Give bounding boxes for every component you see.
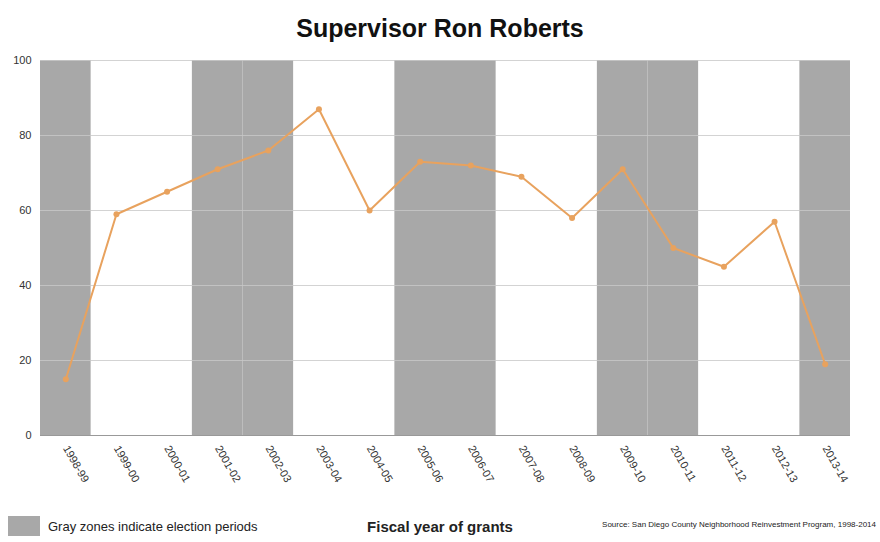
svg-text:2009-10: 2009-10 bbox=[618, 443, 649, 484]
html-text:Source: San Diego County Neigh: Source: San Diego County Neighborhood Re… bbox=[602, 520, 876, 529]
svg-text:2007-08: 2007-08 bbox=[517, 443, 548, 484]
svg-text:2000-01: 2000-01 bbox=[162, 443, 193, 484]
svg-text:100: 100 bbox=[13, 54, 31, 66]
svg-text:2013-14: 2013-14 bbox=[820, 443, 851, 484]
svg-text:1998-99: 1998-99 bbox=[61, 443, 92, 484]
svg-text:2002-03: 2002-03 bbox=[264, 443, 295, 484]
svg-text:2008-09: 2008-09 bbox=[567, 443, 598, 484]
html-text:Fiscal year of grants: Fiscal year of grants bbox=[367, 518, 513, 535]
svg-text:2004-05: 2004-05 bbox=[365, 443, 396, 484]
svg-text:2003-04: 2003-04 bbox=[314, 443, 345, 484]
svg-text:80: 80 bbox=[19, 129, 31, 141]
svg-text:0: 0 bbox=[25, 429, 31, 441]
svg-text:20: 20 bbox=[19, 354, 31, 366]
svg-text:2005-06: 2005-06 bbox=[415, 443, 446, 484]
svg-text:2011-12: 2011-12 bbox=[719, 443, 749, 483]
svg-text:1999-00: 1999-00 bbox=[112, 443, 143, 484]
html-text:Gray zones indicate election p: Gray zones indicate election periods bbox=[48, 518, 258, 534]
svg-text:2010-11: 2010-11 bbox=[669, 443, 699, 483]
html-text:Supervisor Ron Roberts: Supervisor Ron Roberts bbox=[296, 14, 584, 42]
svg-text:60: 60 bbox=[19, 204, 31, 216]
svg-text:2001-02: 2001-02 bbox=[213, 443, 244, 484]
svg-text:2012-13: 2012-13 bbox=[770, 443, 801, 484]
svg-text:2006-07: 2006-07 bbox=[466, 443, 497, 484]
svg-text:40: 40 bbox=[19, 279, 31, 291]
